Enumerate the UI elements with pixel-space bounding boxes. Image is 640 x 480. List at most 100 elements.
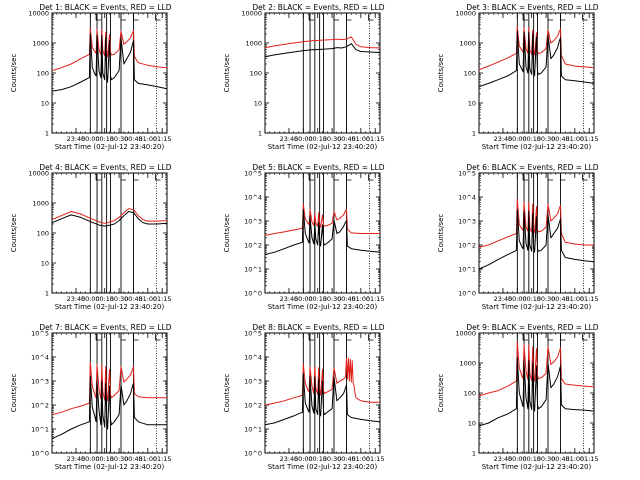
lld-series-line bbox=[264, 357, 380, 406]
flag-mark bbox=[582, 334, 588, 341]
lld-series-line bbox=[264, 36, 381, 49]
x-tick-label: 01:15 bbox=[366, 295, 385, 303]
y-tick-label: 10^1 bbox=[244, 426, 262, 434]
y-tick-label: 10^1 bbox=[31, 426, 49, 434]
x-tick-label: 00:30 bbox=[323, 455, 342, 463]
events-series-line bbox=[264, 43, 381, 58]
y-axis-label: Counts/sec bbox=[10, 54, 18, 93]
flag-mark bbox=[547, 14, 553, 21]
y-tick-label: 10^4 bbox=[31, 354, 49, 362]
x-tick-label: 01:15 bbox=[153, 135, 172, 143]
events-series-line bbox=[51, 33, 168, 92]
x-tick-label: 00:30 bbox=[110, 455, 129, 463]
y-axis-label: Counts/sec bbox=[10, 374, 18, 413]
x-tick-label: 00:30 bbox=[537, 135, 556, 143]
x-tick-label: 00:00 bbox=[294, 455, 313, 463]
x-tick-label: 01:00 bbox=[351, 455, 370, 463]
lld-series-line bbox=[478, 341, 595, 397]
flag-mark bbox=[346, 14, 352, 21]
x-tick-label: 23:45 bbox=[67, 455, 86, 463]
flag-mark bbox=[560, 174, 566, 181]
x-tick-label: 00:00 bbox=[294, 135, 313, 143]
y-tick-label: 10^2 bbox=[31, 402, 49, 410]
lld-series-line bbox=[51, 361, 167, 416]
flag-mark bbox=[333, 334, 339, 341]
y-tick-label: 10^1 bbox=[458, 266, 476, 274]
x-tick-label: 01:15 bbox=[580, 135, 599, 143]
chart-title: Det 9: BLACK = Events, RED = LLD bbox=[466, 323, 598, 332]
y-axis-label: Counts/sec bbox=[223, 54, 231, 93]
x-tick-label: 00:00 bbox=[508, 455, 527, 463]
y-tick-label: 10^1 bbox=[244, 266, 262, 274]
chart-panel-6: Det 6: BLACK = Events, RED = LLD Counts/s… bbox=[437, 163, 599, 311]
x-axis-label: Start Time (02-Jul-12 23:40:20) bbox=[268, 303, 378, 311]
chart-title: Det 8: BLACK = Events, RED = LLD bbox=[252, 323, 384, 332]
plot-frame bbox=[264, 12, 381, 134]
flag-mark bbox=[368, 334, 374, 341]
flag-mark bbox=[155, 174, 161, 181]
x-tick-label: 23:45 bbox=[494, 295, 513, 303]
flag-mark bbox=[308, 14, 315, 21]
y-tick-label: 10^3 bbox=[31, 378, 49, 386]
x-axis-label: Start Time (02-Jul-12 23:40:20) bbox=[482, 463, 592, 471]
flag-mark bbox=[547, 334, 553, 341]
x-tick-label: 00:45 bbox=[551, 455, 570, 463]
flag-mark bbox=[346, 334, 352, 341]
events-series-line bbox=[264, 209, 381, 256]
x-tick-label: 01:00 bbox=[138, 295, 157, 303]
x-tick-label: 00:30 bbox=[323, 135, 342, 143]
chart-panel-3: Det 3: BLACK = Events, RED = LLD Counts/s… bbox=[437, 3, 599, 151]
chart-title: Det 3: BLACK = Events, RED = LLD bbox=[466, 3, 598, 12]
flag-mark bbox=[368, 14, 374, 21]
x-tick-label: 23:45 bbox=[280, 295, 299, 303]
y-tick-label: 10 bbox=[41, 260, 49, 268]
x-tick-label: 23:45 bbox=[67, 135, 86, 143]
flag-mark bbox=[560, 334, 566, 341]
chart-title: Det 2: BLACK = Events, RED = LLD bbox=[252, 3, 384, 12]
y-tick-label: 10 bbox=[41, 100, 49, 108]
y-tick-label: 1 bbox=[258, 130, 262, 138]
flag-mark bbox=[155, 14, 161, 21]
x-tick-label: 00:15 bbox=[95, 295, 114, 303]
y-tick-label: 10^5 bbox=[31, 330, 49, 338]
y-tick-label: 100 bbox=[464, 70, 476, 78]
lld-series-line bbox=[51, 28, 168, 72]
y-tick-label: 10000 bbox=[28, 10, 49, 18]
y-axis-label: Counts/sec bbox=[223, 374, 231, 413]
x-tick-label: 00:45 bbox=[551, 295, 570, 303]
flag-mark bbox=[547, 174, 553, 181]
x-tick-label: 01:00 bbox=[565, 295, 584, 303]
y-tick-label: 10^0 bbox=[244, 450, 262, 458]
flag-mark bbox=[155, 334, 161, 341]
y-tick-label: 1000 bbox=[459, 360, 476, 368]
y-tick-label: 1 bbox=[472, 130, 476, 138]
flag-mark bbox=[308, 334, 315, 341]
x-tick-label: 00:45 bbox=[124, 455, 143, 463]
chart-title: Det 1: BLACK = Events, RED = LLD bbox=[39, 3, 171, 12]
flag-mark bbox=[95, 334, 102, 341]
x-tick-label: 00:15 bbox=[308, 135, 327, 143]
x-tick-label: 00:45 bbox=[124, 295, 143, 303]
y-tick-label: 10000 bbox=[241, 10, 262, 18]
x-tick-label: 01:00 bbox=[351, 295, 370, 303]
y-tick-label: 10^0 bbox=[458, 290, 476, 298]
y-tick-label: 10^5 bbox=[244, 330, 262, 338]
y-axis-label: Counts/sec bbox=[437, 214, 445, 253]
y-tick-label: 10 bbox=[468, 420, 476, 428]
x-tick-label: 00:00 bbox=[81, 455, 100, 463]
flag-mark bbox=[582, 14, 588, 21]
x-tick-label: 00:30 bbox=[323, 295, 342, 303]
x-tick-label: 23:45 bbox=[67, 295, 86, 303]
plot-frame bbox=[478, 172, 595, 294]
x-axis-label: Start Time (02-Jul-12 23:40:20) bbox=[55, 143, 165, 151]
y-axis-label: Counts/sec bbox=[437, 374, 445, 413]
events-series-line bbox=[478, 209, 595, 270]
x-tick-label: 23:45 bbox=[494, 455, 513, 463]
y-tick-label: 10^2 bbox=[244, 402, 262, 410]
x-tick-label: 00:15 bbox=[522, 135, 541, 143]
y-tick-label: 10000 bbox=[455, 10, 476, 18]
x-tick-label: 01:15 bbox=[153, 295, 172, 303]
x-tick-label: 00:45 bbox=[337, 455, 356, 463]
lld-series-line bbox=[51, 208, 168, 224]
